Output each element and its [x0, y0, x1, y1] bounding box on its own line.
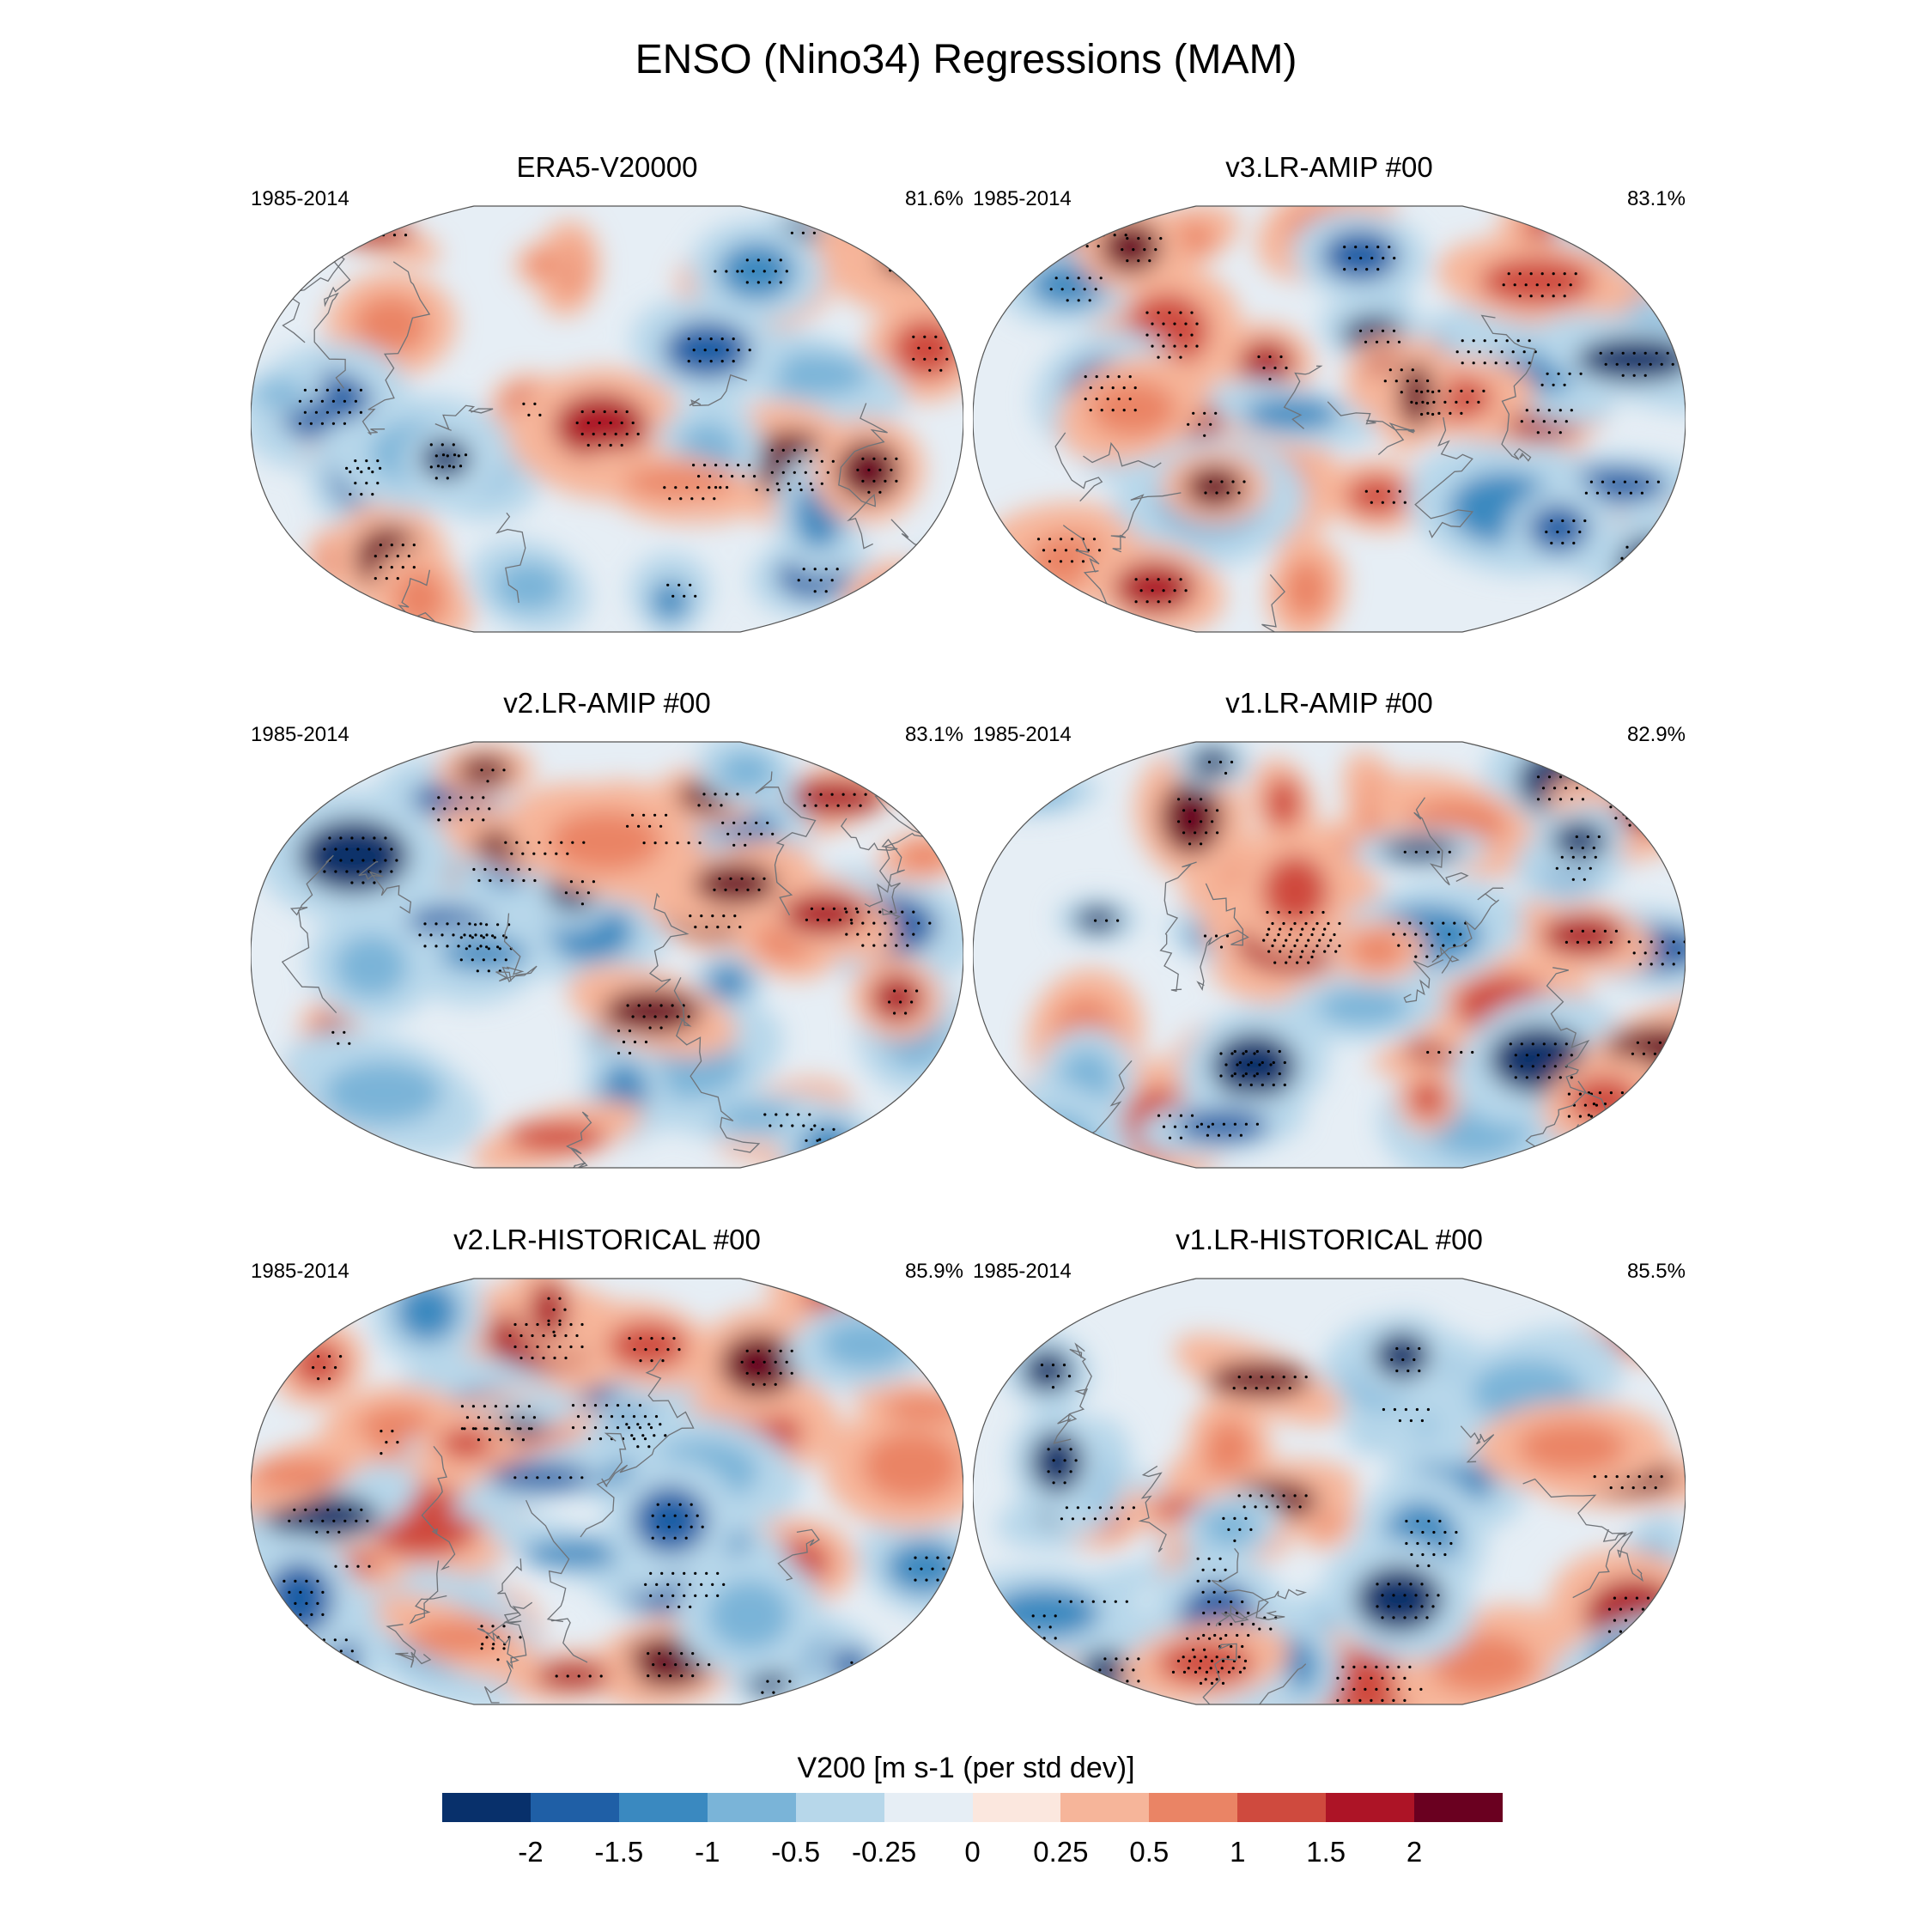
colorbar — [442, 1793, 1504, 1822]
panel-period: 1985-2014 — [251, 723, 349, 746]
panel-percent: 83.1% — [1626, 187, 1686, 210]
panel-title: v2.LR-AMIP #00 — [503, 687, 711, 719]
figure-title: ENSO (Nino34) Regressions (MAM) — [635, 37, 1297, 82]
colorbar-tick-label: 0.25 — [1033, 1836, 1089, 1868]
regression-map — [251, 741, 963, 1169]
panel-period: 1985-2014 — [973, 187, 1072, 210]
panel-period: 1985-2014 — [251, 187, 349, 210]
colorbar-tick-label: 0.5 — [1129, 1836, 1170, 1868]
colorbar-tick-label: -1 — [695, 1836, 720, 1868]
regression-map — [973, 741, 1686, 1169]
map-panel: v2.LR-HISTORICAL #00 1985-2014 85.9% — [251, 1224, 963, 1715]
colorbar-swatch — [618, 1793, 708, 1822]
panel-period: 1985-2014 — [251, 1260, 349, 1283]
map-panel: ERA5-V20000 1985-2014 81.6% — [251, 151, 963, 642]
map-panel: v1.LR-HISTORICAL #00 1985-2014 85.5% — [973, 1224, 1686, 1715]
colorbar-swatch — [1326, 1793, 1415, 1822]
colorbar-swatch — [1237, 1793, 1327, 1822]
panel-title: v1.LR-AMIP #00 — [1225, 687, 1433, 719]
colorbar-swatch — [707, 1793, 796, 1822]
panel-title: ERA5-V20000 — [516, 151, 698, 183]
panel-percent: 83.1% — [904, 723, 963, 746]
colorbar-swatch — [884, 1793, 973, 1822]
panel-title: v1.LR-HISTORICAL #00 — [1176, 1224, 1483, 1255]
colorbar-tick-label: 0 — [964, 1836, 981, 1868]
panel-title: v3.LR-AMIP #00 — [1225, 151, 1433, 183]
colorbar-label: V200 [m s-1 (per std dev)] — [797, 1752, 1135, 1784]
colorbar-tick-label: 1.5 — [1306, 1836, 1346, 1868]
regression-map — [251, 205, 963, 633]
colorbar-swatch — [530, 1793, 619, 1822]
colorbar-swatch — [1149, 1793, 1238, 1822]
colorbar-tick-label: -2 — [518, 1836, 544, 1868]
panel-percent: 81.6% — [904, 187, 963, 210]
regression-map — [251, 1278, 963, 1705]
map-panel: v3.LR-AMIP #00 1985-2014 83.1% — [973, 151, 1686, 642]
panel-percent: 85.9% — [904, 1260, 963, 1283]
panel-title: v2.LR-HISTORICAL #00 — [453, 1224, 761, 1255]
regression-map — [973, 205, 1686, 633]
map-panel: v1.LR-AMIP #00 1985-2014 82.9% — [973, 687, 1686, 1178]
colorbar-swatch — [1414, 1793, 1504, 1822]
colorbar-tick-label: -0.5 — [771, 1836, 821, 1868]
colorbar-tick-label: 2 — [1406, 1836, 1423, 1868]
panel-period: 1985-2014 — [973, 1260, 1072, 1283]
colorbar-swatch — [795, 1793, 884, 1822]
panel-percent: 82.9% — [1626, 723, 1686, 746]
colorbar-tick-label: -0.25 — [851, 1836, 917, 1868]
panel-period: 1985-2014 — [973, 723, 1072, 746]
map-panel: v2.LR-AMIP #00 1985-2014 83.1% — [251, 687, 963, 1178]
panel-percent: 85.5% — [1626, 1260, 1686, 1283]
regression-map — [973, 1278, 1686, 1705]
colorbar-swatch — [442, 1793, 531, 1822]
colorbar-tick-label: -1.5 — [594, 1836, 644, 1868]
colorbar-swatch — [1060, 1793, 1150, 1822]
colorbar-ticks: -2 -1.5 -1 -0.5 -0.25 0 0.25 0.5 1 1.5 2 — [442, 1836, 1503, 1870]
colorbar-swatch — [972, 1793, 1061, 1822]
colorbar-tick-label: 1 — [1230, 1836, 1246, 1868]
